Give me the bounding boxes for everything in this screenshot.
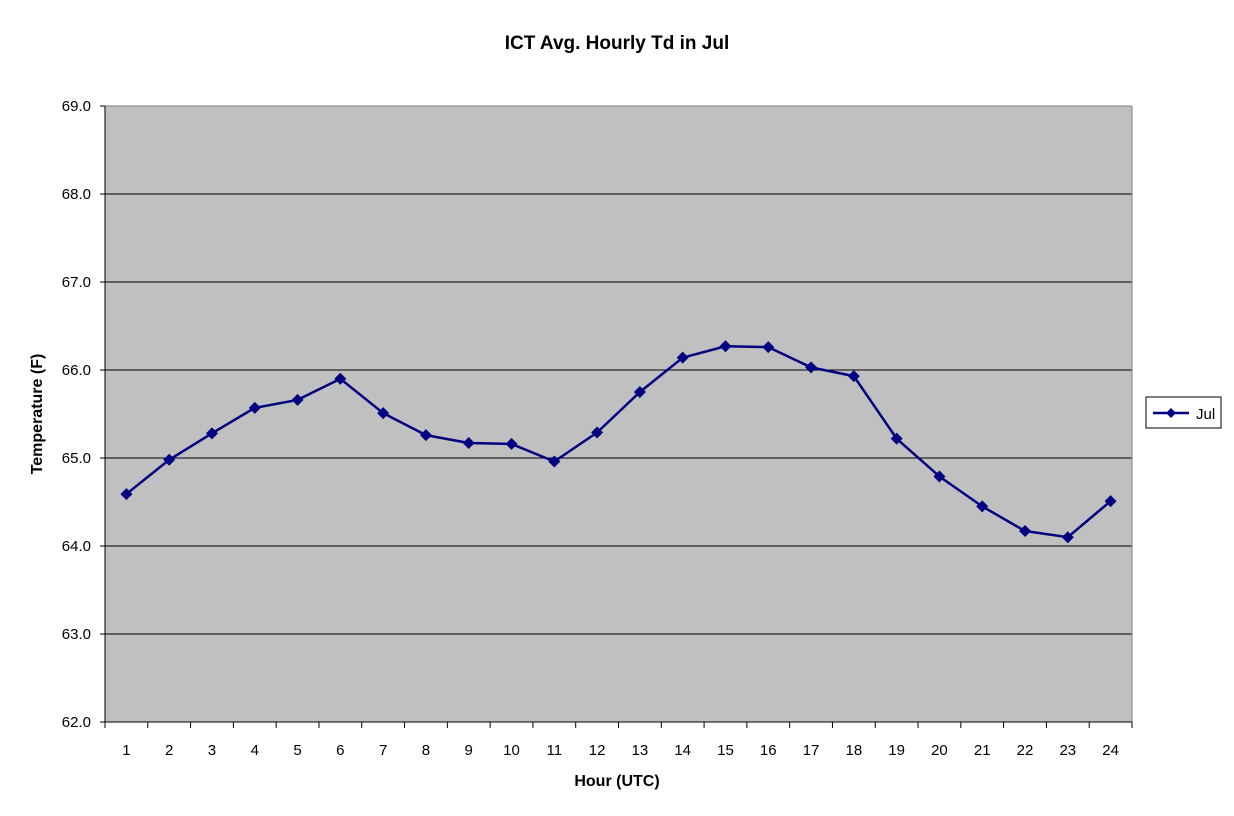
x-tick-label: 2 [165, 742, 173, 759]
data-point [847, 370, 860, 383]
x-tick-label: 3 [208, 742, 216, 759]
data-point [334, 372, 347, 385]
y-axis-title: Temperature (F) [29, 354, 46, 475]
data-point [163, 453, 176, 466]
plot-area [105, 106, 1132, 722]
x-tick-label: 21 [974, 742, 991, 759]
data-point [205, 427, 218, 440]
y-tick-label: 69.0 [62, 98, 91, 115]
data-point [120, 488, 133, 501]
x-tick-label: 13 [632, 742, 649, 759]
data-point [548, 455, 561, 468]
data-point [462, 437, 475, 450]
x-tick-label: 18 [846, 742, 863, 759]
x-tick-label: 10 [503, 742, 520, 759]
y-axis-ticks: 62.0 63.0 64.0 65.0 66.0 67.0 68.0 69.0 [62, 98, 105, 731]
data-point [805, 361, 818, 374]
x-tick-label: 19 [888, 742, 905, 759]
x-tick-label: 7 [379, 742, 387, 759]
x-tick-label: 1 [122, 742, 130, 759]
x-tick-label: 23 [1059, 742, 1076, 759]
data-point [933, 470, 946, 483]
x-tick-label: 22 [1017, 742, 1034, 759]
x-tick-label: 5 [293, 742, 301, 759]
y-tick-label: 65.0 [62, 450, 91, 467]
data-point [419, 429, 432, 442]
y-tick-label: 67.0 [62, 274, 91, 291]
data-point [1061, 531, 1074, 544]
data-point [890, 432, 903, 445]
x-tick-label: 6 [336, 742, 344, 759]
x-tick-label: 17 [803, 742, 820, 759]
y-tick-label: 66.0 [62, 362, 91, 379]
data-point [377, 407, 390, 420]
legend-label-jul: Jul [1196, 406, 1215, 423]
x-tick-label: 24 [1102, 742, 1119, 759]
data-point [248, 401, 261, 414]
data-point [762, 341, 775, 354]
y-tick-label: 68.0 [62, 186, 91, 203]
data-point [1019, 525, 1032, 538]
data-point [291, 393, 304, 406]
x-axis-title: Hour (UTC) [574, 773, 659, 790]
series-jul [120, 340, 1117, 544]
data-point [676, 351, 689, 364]
data-point [591, 426, 604, 439]
data-point [633, 386, 646, 398]
x-tick-label: 9 [465, 742, 473, 759]
x-tick-label: 4 [251, 742, 259, 759]
y-tick-label: 62.0 [62, 714, 91, 731]
data-point [505, 437, 518, 450]
data-point [976, 500, 989, 513]
x-axis-ticks: 1 2 3 4 5 6 7 8 9 10 11 12 13 14 15 16 17 18 19 20 21 22 23 24 [104, 722, 1133, 759]
y-tick-label: 63.0 [62, 626, 91, 643]
data-point [719, 340, 732, 353]
x-tick-label: 15 [717, 742, 734, 759]
x-tick-label: 16 [760, 742, 777, 759]
chart-title: ICT Avg. Hourly Td in Jul [505, 33, 729, 54]
x-tick-label: 12 [589, 742, 606, 759]
x-tick-label: 8 [422, 742, 430, 759]
legend: Jul [1145, 396, 1222, 429]
x-tick-label: 20 [931, 742, 948, 759]
x-tick-label: 14 [674, 742, 691, 759]
series-line [125, 344, 1112, 539]
x-tick-label: 11 [547, 742, 563, 759]
data-point [1104, 495, 1117, 508]
y-tick-label: 64.0 [62, 538, 91, 555]
legend-marker-diamond-icon [1166, 408, 1176, 418]
